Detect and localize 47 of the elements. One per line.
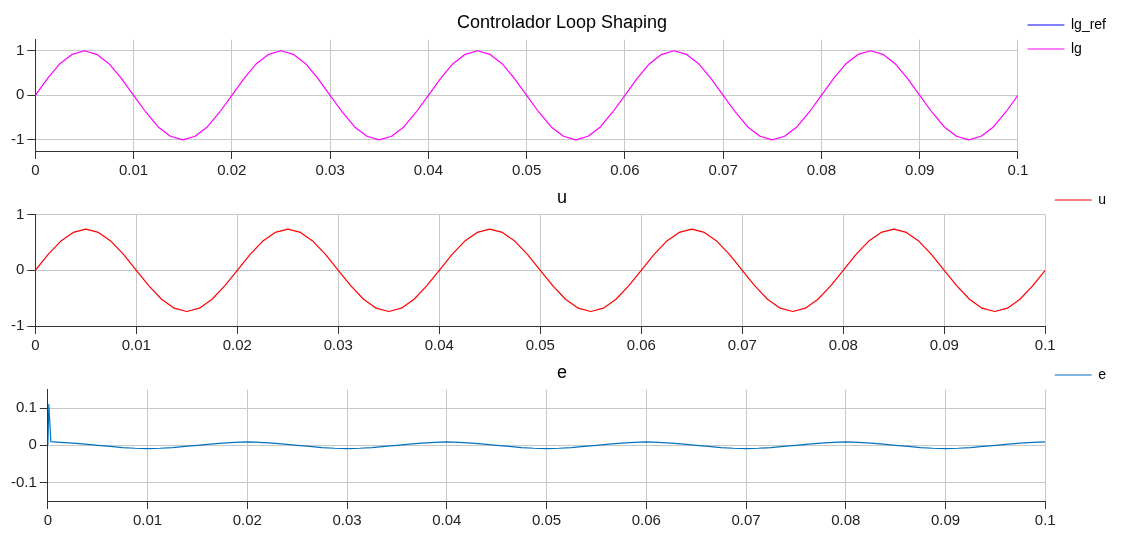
x-tick-label: 0 — [43, 511, 53, 529]
x-tick-label: 0.1 — [1007, 161, 1029, 179]
x-tick-label: 0.04 — [413, 161, 443, 179]
x-tick-label: 0.04 — [424, 336, 454, 354]
x-tick-label: 0.05 — [531, 511, 562, 529]
x-tick-label: 0.03 — [332, 511, 362, 529]
legend-label: lg — [1070, 39, 1082, 56]
x-tick-label: 0.01 — [119, 161, 149, 179]
y-tick-label: -1 — [10, 130, 25, 147]
x-tick-label: 0.09 — [929, 336, 959, 354]
x-tick-label: 0.06 — [610, 161, 640, 179]
x-tick-label: 0.08 — [828, 336, 858, 354]
y-tick-label: 0 — [15, 85, 25, 103]
x-tick-label: 0.07 — [708, 161, 738, 179]
x-tick-label: 0.1 — [1034, 336, 1056, 354]
chart-title: Controlador Loop Shaping — [456, 11, 668, 32]
x-tick-label: 0.1 — [1034, 511, 1056, 529]
x-tick-label: 0.03 — [323, 336, 353, 354]
y-tick-label: -1 — [10, 316, 25, 334]
legend-label: e — [1098, 365, 1107, 382]
x-tick-label: 0.07 — [727, 336, 757, 354]
x-tick-label: 0.06 — [626, 336, 656, 354]
x-tick-label: 0.05 — [512, 161, 542, 179]
x-tick-label: 0.09 — [930, 511, 961, 529]
y-tick-label: 0.1 — [15, 398, 37, 416]
x-tick-label: 0.04 — [432, 511, 462, 529]
x-tick-label: 0.02 — [217, 161, 247, 179]
x-tick-label: 0.01 — [132, 511, 163, 529]
x-tick-label: 0.06 — [631, 511, 661, 529]
x-tick-label: 0.01 — [121, 336, 151, 354]
chart-title: e — [556, 361, 568, 382]
y-tick-label: 1 — [15, 204, 25, 222]
x-tick-label: 0.08 — [806, 161, 837, 179]
x-tick-label: 0.03 — [315, 161, 345, 179]
x-tick-label: 0.02 — [232, 511, 262, 529]
y-tick-label: -0.1 — [10, 472, 37, 490]
x-tick-label: 0.07 — [731, 511, 761, 529]
x-tick-label: 0.05 — [525, 336, 555, 354]
chart-title: u — [556, 186, 568, 207]
legend-label: lg_ref — [1070, 15, 1107, 32]
legend-label: u — [1098, 190, 1107, 207]
y-tick-label: 0 — [15, 260, 25, 278]
y-tick-label: 1 — [15, 40, 25, 58]
x-tick-label: 0.08 — [831, 511, 861, 529]
x-tick-label: 0.09 — [905, 161, 935, 179]
y-tick-label: 0 — [28, 435, 37, 453]
x-tick-label: 0.02 — [222, 336, 252, 354]
